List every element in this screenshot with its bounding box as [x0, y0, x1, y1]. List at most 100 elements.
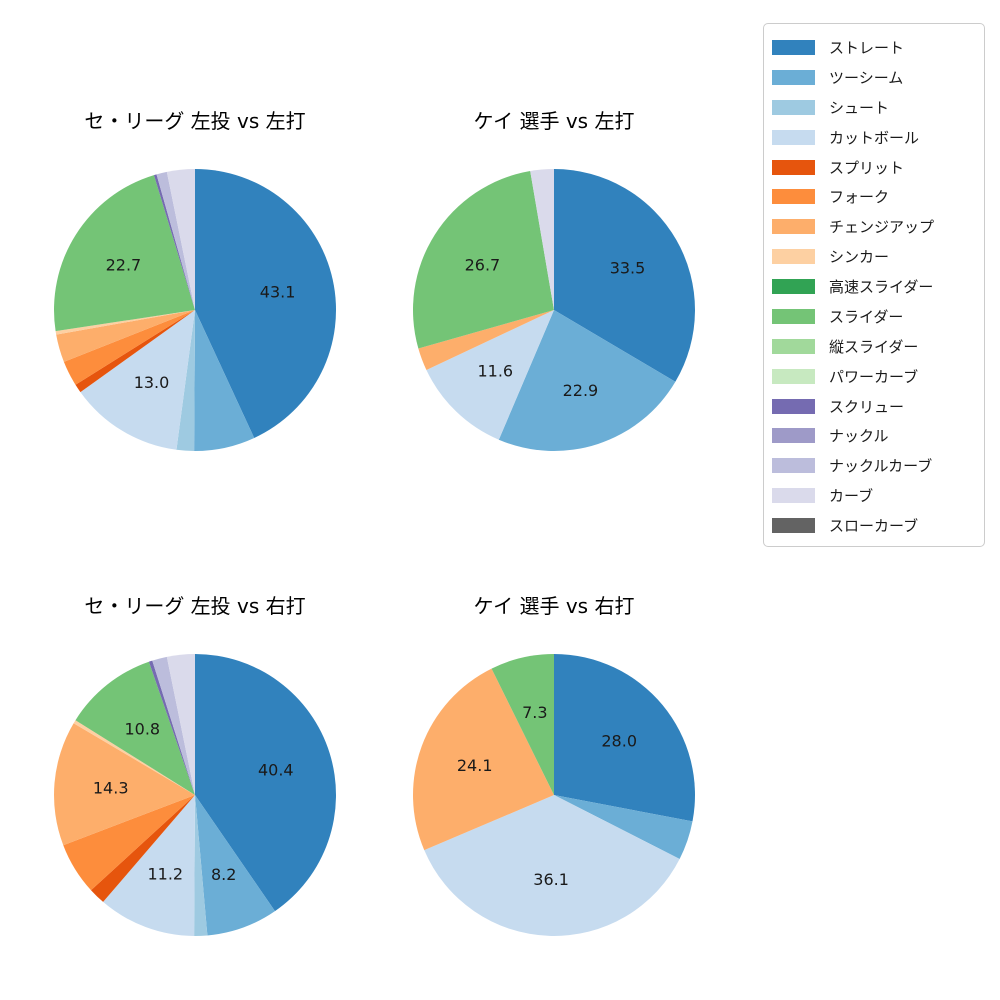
pie-slice-カーブ	[530, 169, 554, 310]
pie-value-label: 26.7	[465, 255, 501, 274]
legend-swatch-icon	[772, 488, 815, 504]
pie-slice-スライダー	[53, 175, 195, 332]
legend-item-label: スクリュー	[829, 397, 905, 416]
legend-swatch-icon	[772, 368, 815, 384]
pie-value-label: 14.3	[93, 778, 129, 797]
pie-slice-カーブ	[166, 169, 195, 310]
pie-slice-ストレート	[195, 169, 337, 438]
pie-value-label: 33.5	[610, 259, 646, 278]
legend-swatch-icon	[772, 279, 815, 294]
legend-item-label: シュート	[829, 98, 890, 117]
pie-slice-チェンジアップ	[418, 310, 554, 371]
legend-swatch-icon	[772, 189, 815, 205]
pie-slice-スプリット	[75, 310, 195, 393]
legend-swatch-icon	[772, 69, 815, 85]
pie-svg: 43.1 13.0 22.7	[53, 169, 337, 452]
legend-item: ツーシーム	[772, 63, 976, 92]
legend-item: パワーカーブ	[772, 362, 976, 391]
pie-slice-チェンジアップ	[54, 723, 195, 846]
pie-slice-ナックルカーブ	[152, 656, 195, 795]
legend-item-label: チェンジアップ	[829, 218, 935, 237]
chart-title: ケイ 選手 vs 右打	[473, 594, 635, 618]
pie-value-label: 11.2	[147, 865, 183, 884]
pie-chart-kei-vs-left: ケイ 選手 vs 左打 33.5 22.9 11.6 26.7	[404, 95, 704, 460]
pie-chart-sel-league-vs-right: セ・リーグ 左投 vs 右打 40.4 8.2 11.2 14.3 10.8	[45, 580, 345, 945]
legend-swatch-icon	[772, 159, 815, 175]
pie-slice-スクリュー	[148, 660, 195, 795]
pie-slice-スライダー	[75, 661, 195, 795]
chart-title: ケイ 選手 vs 左打	[473, 109, 635, 133]
pie-slice-シンカー	[73, 720, 195, 795]
pie-value-label: 22.7	[106, 255, 142, 274]
chart-title: セ・リーグ 左投 vs 左打	[84, 109, 306, 133]
pie-value-label: 24.1	[457, 756, 493, 775]
legend-item-label: カットボール	[829, 128, 920, 147]
pie-slice-スライダー	[412, 171, 554, 349]
pie-slice-シンカー	[55, 310, 195, 335]
legend-item-label: スローカーブ	[829, 517, 919, 535]
legend-swatch-icon	[772, 308, 815, 324]
legend-swatch-icon	[772, 219, 815, 235]
legend-item-label: スプリット	[829, 158, 905, 177]
pie-value-label: 40.4	[258, 760, 294, 779]
legend-item-label: 高速スライダー	[829, 278, 934, 296]
legend-item: 縦スライダー	[772, 332, 976, 361]
pie-value-label: 43.1	[260, 282, 296, 301]
chart-title: セ・リーグ 左投 vs 右打	[84, 594, 306, 618]
legend-swatch-icon	[772, 129, 815, 145]
legend-item: フォーク	[772, 182, 976, 211]
pie-slice-カットボール	[103, 795, 195, 936]
pie-slice-チェンジアップ	[56, 310, 196, 362]
legend-item: シンカー	[772, 242, 976, 271]
legend-swatch-icon	[772, 398, 815, 414]
pie-slice-スプリット	[91, 795, 195, 902]
legend-item: スライダー	[772, 302, 976, 331]
legend-item-label: シンカー	[829, 248, 890, 267]
pie-slice-ツーシーム	[554, 795, 693, 860]
legend-item-label: パワーカーブ	[829, 367, 919, 386]
legend-swatch-icon	[772, 518, 815, 533]
pie-value-label: 28.0	[601, 732, 637, 751]
legend-swatch-icon	[772, 338, 815, 354]
legend-item: ナックル	[772, 421, 976, 450]
legend-item-label: カーブ	[829, 487, 874, 506]
pie-slice-スクリュー	[153, 174, 195, 310]
pie-slice-ツーシーム	[195, 795, 275, 936]
pie-slice-カットボール	[424, 795, 680, 936]
legend-item: スクリュー	[772, 392, 976, 421]
pie-value-label: 10.8	[124, 719, 160, 738]
legend-item: スローカーブ	[772, 511, 976, 540]
pie-slice-ストレート	[554, 654, 695, 822]
legend-item-label: ナックルカーブ	[829, 457, 933, 476]
legend-item-label: スライダー	[829, 307, 904, 326]
pie-svg: 33.5 22.9 11.6 26.7	[412, 169, 695, 451]
pie-slice-シュート	[176, 310, 195, 451]
legend-item: ストレート	[772, 33, 976, 62]
legend: ストレート ツーシームシュートカットボール スプリットフォークチェンジアップ シンカー…	[763, 23, 985, 547]
legend-item: シュート	[772, 93, 976, 122]
legend-swatch-icon	[772, 428, 815, 444]
pie-value-label: 13.0	[134, 373, 170, 392]
pie-svg: 28.0 36.1 24.1 7.3	[413, 654, 695, 936]
pie-value-label: 8.2	[211, 865, 236, 884]
legend-item-label: ナックル	[829, 427, 889, 446]
pie-slice-フォーク	[63, 310, 196, 385]
legend-item: カーブ	[772, 481, 976, 510]
pie-slice-シュート	[194, 795, 208, 937]
pie-value-label: 36.1	[533, 870, 569, 889]
pie-slice-カーブ	[166, 654, 195, 795]
pie-slice-ツーシーム	[498, 310, 676, 451]
pie-svg: 40.4 8.2 11.2 14.3 10.8	[54, 654, 336, 937]
legend-item-label: フォーク	[829, 188, 890, 207]
pie-slice-ナックルカーブ	[156, 171, 195, 310]
pie-slice-ストレート	[554, 169, 695, 382]
pie-slice-ストレート	[195, 654, 336, 912]
pie-slice-フォーク	[63, 795, 195, 891]
legend-item-label: 縦スライダー	[829, 337, 919, 356]
pie-slice-ツーシーム	[194, 310, 255, 452]
legend-swatch-icon	[772, 99, 815, 115]
legend-item: スプリット	[772, 153, 976, 182]
legend-item: 高速スライダー	[772, 272, 976, 301]
legend-swatch-icon	[772, 458, 815, 474]
